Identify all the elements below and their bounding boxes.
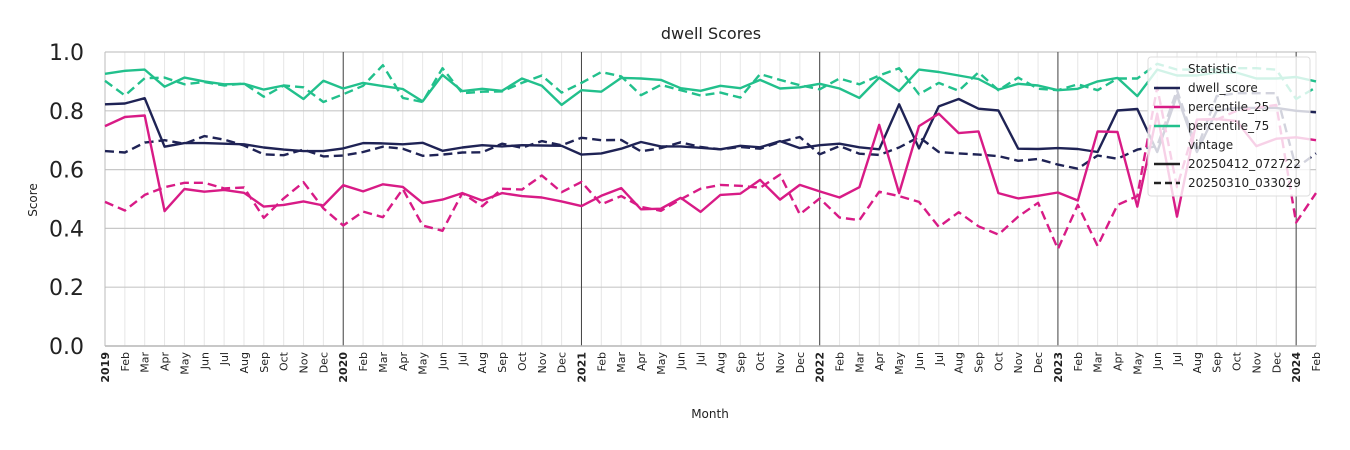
x-tick-month-label: Mar [377, 352, 390, 373]
chart-title: dwell Scores [661, 24, 761, 43]
y-tick-label: 1.0 [49, 41, 84, 66]
x-tick-month-label: May [893, 352, 906, 375]
x-tick-month-label: Jul [456, 352, 469, 366]
x-tick-year-label: 2019 [99, 352, 112, 383]
x-tick-year-label: 2020 [337, 352, 350, 383]
x-tick-month-label: May [655, 352, 668, 375]
x-tick-month-label: Sep [1211, 352, 1224, 373]
y-tick-label: 0.8 [49, 100, 84, 125]
legend-label-vintage: 20250412_072722 [1188, 157, 1301, 171]
series-percentile_25-solid [104, 112, 1317, 218]
x-tick-year-label: 2022 [814, 352, 827, 383]
series-dwell_score-dashed [104, 88, 1317, 170]
x-tick-month-label: Apr [159, 352, 172, 372]
x-tick-month-label: Jul [695, 352, 708, 366]
x-tick-month-label: Feb [119, 352, 132, 371]
x-tick-month-label: Apr [635, 352, 648, 372]
x-tick-month-label: Oct [1231, 351, 1244, 371]
x-tick-year-label: 2023 [1052, 352, 1065, 383]
x-tick-month-label: May [178, 352, 191, 375]
x-axis-ticks: 2019 Feb Mar Apr May Jun Jul Aug Sep Oct Nov Dec 202… [99, 351, 1323, 382]
x-tick-month-label: Jun [913, 352, 926, 370]
x-tick-month-label: Nov [298, 352, 311, 374]
x-tick-month-label: Feb [595, 352, 608, 371]
y-axis-ticks: 0.0 0.2 0.4 0.6 0.8 1.0 [49, 41, 84, 360]
x-tick-month-label: Aug [476, 352, 489, 373]
x-tick-month-label: Jul [218, 352, 231, 366]
x-tick-month-label: Aug [1191, 352, 1204, 373]
x-tick-month-label: Oct [278, 351, 291, 371]
series-lines [104, 62, 1317, 251]
x-tick-month-label: Oct [516, 351, 529, 371]
x-tick-month-label: Dec [1270, 352, 1283, 373]
x-tick-month-label: Jul [933, 352, 946, 366]
y-tick-label: 0.0 [49, 335, 84, 360]
legend-label-percentile_25: percentile_25 [1188, 100, 1269, 114]
x-tick-month-label: Nov [1012, 352, 1025, 374]
y-axis-label: Score [26, 183, 40, 217]
legend-box [1147, 56, 1311, 197]
x-tick-month-label: Dec [317, 352, 330, 373]
x-tick-month-label: Aug [238, 352, 251, 373]
x-tick-month-label: Sep [973, 352, 986, 373]
x-tick-month-label: Oct [992, 351, 1005, 371]
x-axis-label: Month [691, 407, 729, 421]
x-tick-year-label: 2024 [1290, 352, 1303, 383]
x-tick-month-label: Apr [1111, 352, 1124, 372]
x-tick-month-label: Apr [397, 352, 410, 372]
series-percentile_75-dashed [104, 62, 1317, 104]
legend-label-percentile_75: percentile_75 [1188, 119, 1269, 133]
x-tick-month-label: May [1131, 352, 1144, 375]
x-tick-month-label: Jun [198, 352, 211, 370]
x-tick-month-label: Nov [774, 352, 787, 374]
x-tick-month-label: Sep [258, 352, 271, 373]
x-tick-month-label: Dec [556, 352, 569, 373]
legend-label-vintage: 20250310_033029 [1188, 176, 1301, 190]
x-tick-month-label: Oct [754, 351, 767, 371]
x-tick-month-label: Jun [675, 352, 688, 370]
x-tick-month-label: Sep [496, 352, 509, 373]
x-tick-month-label: Dec [1032, 352, 1045, 373]
x-tick-month-label: Jun [1151, 352, 1164, 370]
x-tick-month-label: Feb [834, 352, 847, 371]
series-percentile_75-solid [104, 68, 1317, 107]
y-tick-label: 0.4 [49, 217, 84, 242]
series-percentile_25-dashed [104, 86, 1317, 251]
x-tick-year-label: 2021 [575, 352, 588, 383]
legend-label-dwell_score: dwell_score [1188, 81, 1258, 95]
x-tick-month-label: Jul [1171, 352, 1184, 366]
x-tick-month-label: Apr [873, 352, 886, 372]
x-tick-month-label: Dec [794, 352, 807, 373]
x-tick-month-label: Nov [536, 352, 549, 374]
x-tick-month-label: Nov [1250, 352, 1263, 374]
y-tick-label: 0.2 [49, 276, 84, 301]
x-tick-month-label: May [417, 352, 430, 375]
x-tick-month-label: Sep [734, 352, 747, 373]
x-tick-month-label: Mar [615, 352, 628, 373]
x-tick-month-label: Feb [1310, 352, 1323, 371]
legend-vintage-title: vintage [1188, 138, 1233, 152]
plot-area [105, 52, 1316, 346]
x-tick-month-label: Mar [853, 352, 866, 373]
legend-statistic-title: Statistic [1188, 62, 1237, 76]
x-tick-month-label: Mar [1092, 352, 1105, 373]
x-tick-month-label: Aug [953, 352, 966, 373]
x-tick-month-label: Mar [139, 352, 152, 373]
x-tick-month-label: Jun [436, 352, 449, 370]
y-tick-label: 0.6 [49, 159, 84, 184]
x-tick-month-label: Feb [1072, 352, 1085, 371]
legend: Statistic dwell_score percentile_25percent… [1147, 56, 1311, 197]
x-tick-month-label: Feb [357, 352, 370, 371]
x-tick-month-label: Aug [714, 352, 727, 373]
